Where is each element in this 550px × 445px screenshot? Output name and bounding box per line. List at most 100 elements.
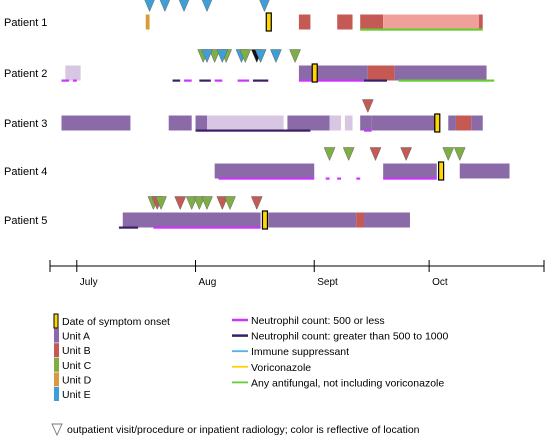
patient-label: Patient 5 <box>4 215 47 227</box>
legend-swatch-onset <box>53 313 59 329</box>
visit-marker-unit-c <box>185 196 198 211</box>
symptom-onset-marker <box>434 113 441 133</box>
line-neutro-500 <box>325 177 330 180</box>
unit-stay-unit-b <box>356 212 365 228</box>
visit-marker-unit-e <box>270 49 282 64</box>
line-neutro-500 <box>337 177 342 180</box>
legend-swatch-unit-d <box>54 372 59 387</box>
visit-markers <box>144 0 466 211</box>
symptom-onset-marker <box>265 12 272 32</box>
unit-stay-unit-b <box>360 14 384 30</box>
visit-marker-unit-c <box>239 49 252 64</box>
unit-stay-unit-a <box>122 212 261 228</box>
unit-stay-unit-a <box>471 115 483 131</box>
visit-marker-unit-e <box>201 49 213 64</box>
visit-marker-unit-b <box>174 196 187 211</box>
legend-label: Voriconazole <box>251 362 311 374</box>
legend-label: Unit A <box>62 331 90 343</box>
unit-stay-unit-a_light <box>329 115 342 131</box>
line-antifungal <box>360 28 483 31</box>
unit-stays <box>61 14 510 228</box>
visit-marker-unit-e <box>259 0 270 13</box>
visit-marker-unit-e <box>201 0 213 13</box>
month-label: Sept <box>317 277 338 288</box>
patient-label: Patient 1 <box>4 17 47 29</box>
legend-label: Unit E <box>62 389 91 401</box>
patient-labels: Patient 1 Patient 2 Patient 3 Patient 4 Pati… <box>4 17 47 227</box>
visit-marker-unit-b <box>400 147 413 162</box>
footnote-triangle-icon <box>51 423 63 437</box>
unit-stay-unit-b <box>298 14 311 30</box>
visit-marker-unit-c <box>342 147 355 162</box>
legend-label: Unit D <box>62 374 92 386</box>
line-neutro-500 <box>218 177 315 180</box>
line-neutro-500 <box>383 177 437 180</box>
unit-stay-unit-b <box>337 14 353 30</box>
line-neutro-1000 <box>199 79 211 82</box>
legend-footnote: outpatient visit/procedure or inpatient … <box>67 424 420 436</box>
visit-marker-unit-c <box>224 196 236 211</box>
unit-stay-unit-a <box>214 163 315 179</box>
visit-marker-unit-c <box>208 49 221 64</box>
unit-stay-unit-a <box>268 212 357 228</box>
patient-label: Patient 4 <box>4 166 47 178</box>
unit-stay-unit-b <box>478 14 483 30</box>
line-neutro-1000 <box>118 226 139 229</box>
legend-swatch-unit-a <box>54 328 59 343</box>
legend-label: Unit B <box>62 345 91 357</box>
visit-marker-unit-c <box>453 147 466 162</box>
line-neutro-500 <box>237 79 250 82</box>
patient-label: Patient 2 <box>4 68 47 80</box>
visit-marker-unit-c <box>193 196 206 211</box>
line-neutro-500 <box>356 177 361 180</box>
line-neutro-500 <box>153 226 261 229</box>
unit-stay-unit-a <box>61 115 131 131</box>
line-antifungal <box>398 79 495 82</box>
unit-stay-unit-a <box>364 212 410 228</box>
visit-marker-unit-e <box>254 49 267 64</box>
unit-stay-unit-a_light <box>65 65 81 81</box>
line-neutro-500 <box>72 79 77 82</box>
visit-marker-unit-b <box>361 99 374 114</box>
legend-label: Unit C <box>62 360 92 372</box>
visit-marker-unit-e <box>159 0 171 13</box>
line-neutro-500 <box>298 79 365 82</box>
time-axis: July Aug Sept Oct <box>49 260 545 288</box>
line-neutro-1000 <box>252 79 269 82</box>
unit-stay-unit-a_light <box>207 115 284 131</box>
month-label: Oct <box>432 277 448 288</box>
line-neutro-500 <box>214 79 223 82</box>
line-neutro-1000 <box>195 129 311 132</box>
visit-marker-unit-c <box>323 147 336 162</box>
unit-stay-unit-a <box>360 115 372 131</box>
month-label: Aug <box>199 277 217 288</box>
legend-label: Any antifungal, not including voriconazo… <box>251 377 444 389</box>
line-neutro-500 <box>61 79 70 82</box>
visit-marker-unit-e <box>216 49 229 64</box>
unit-stay-unit-a <box>448 115 456 131</box>
line-neutro-500 <box>184 79 192 82</box>
legend-label: Immune suppressant <box>251 346 349 358</box>
unit-stay-unit-d <box>145 14 150 30</box>
legend-label: Date of symptom onset <box>62 316 170 328</box>
unit-stay-unit-a <box>459 163 510 179</box>
unit-stay-unit-b <box>367 65 395 81</box>
unit-stay-unit-a <box>383 163 437 179</box>
line-neutro-500 <box>364 129 372 132</box>
visit-marker-unit-c <box>155 196 167 211</box>
visit-marker-unit-b <box>216 196 229 211</box>
legend-label: Neutrophil count: greater than 500 to 10… <box>251 331 448 343</box>
legend-swatch-unit-e <box>54 387 59 401</box>
unit-stay-unit-a <box>168 115 192 131</box>
unit-stay-unit-a <box>195 115 208 131</box>
unit-stay-unit-a <box>287 115 330 131</box>
visit-marker-unit-c <box>442 147 455 162</box>
visit-marker-unit-b <box>369 147 382 162</box>
legend-swatch-unit-c <box>54 357 59 372</box>
unit-stay-unit-a <box>371 115 437 131</box>
unit-stay-unit-a <box>298 65 368 81</box>
symptom-onset-marker <box>261 210 269 230</box>
visit-marker-unit-c <box>289 49 301 64</box>
unit-stay-unit-b <box>455 115 472 131</box>
